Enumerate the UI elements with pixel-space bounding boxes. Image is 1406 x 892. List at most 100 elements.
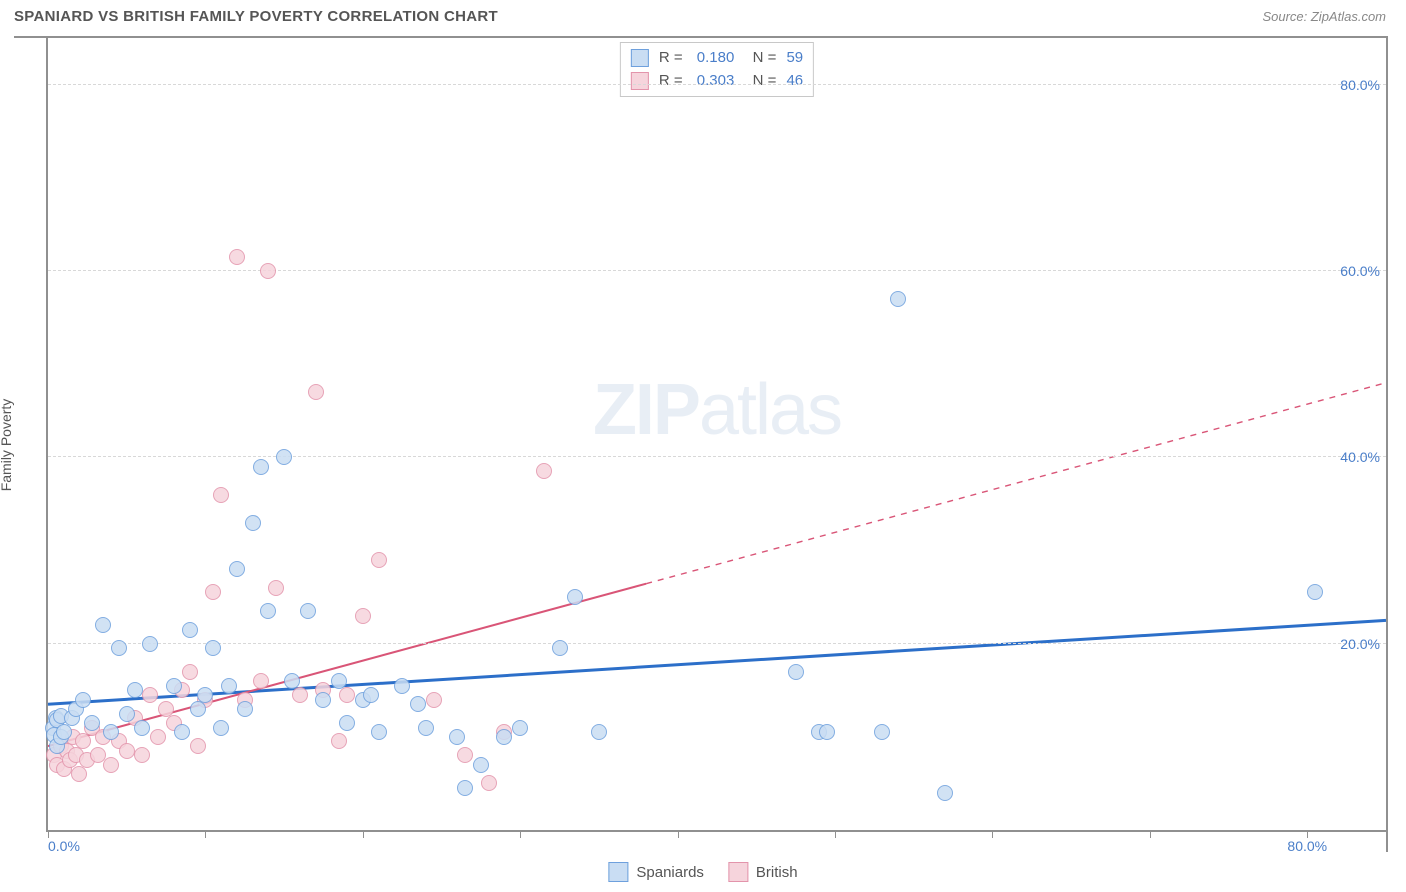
scatter-point — [127, 682, 143, 698]
scatter-point — [331, 733, 347, 749]
scatter-point — [190, 738, 206, 754]
x-tick-label: 0.0% — [48, 838, 80, 854]
stats-legend-row: R = 0.180 N =59 — [631, 47, 803, 70]
r-value: 0.303 — [697, 70, 735, 93]
source-attribution: Source: ZipAtlas.com — [1262, 9, 1386, 24]
legend-label: Spaniards — [636, 864, 704, 881]
x-tick — [1307, 830, 1308, 838]
y-tick-label: 60.0% — [1340, 263, 1380, 279]
gridline — [48, 643, 1386, 644]
legend-item: British — [728, 862, 798, 882]
scatter-point — [292, 687, 308, 703]
scatter-point — [166, 678, 182, 694]
scatter-point — [937, 785, 953, 801]
x-tick — [835, 830, 836, 838]
scatter-point — [260, 263, 276, 279]
scatter-point — [874, 724, 890, 740]
scatter-point — [284, 673, 300, 689]
scatter-point — [221, 678, 237, 694]
scatter-point — [75, 733, 91, 749]
scatter-point — [890, 291, 906, 307]
stats-legend: R = 0.180 N =59R = 0.303 N =46 — [620, 42, 814, 97]
legend-swatch — [631, 72, 649, 90]
series-legend: Spaniards British — [608, 862, 797, 882]
scatter-point — [457, 747, 473, 763]
chart-container: Family Poverty ZIPatlas R = 0.180 N =59R… — [14, 36, 1388, 852]
n-value: 59 — [786, 47, 803, 70]
scatter-point — [142, 636, 158, 652]
scatter-point — [182, 622, 198, 638]
scatter-point — [339, 687, 355, 703]
scatter-point — [75, 692, 91, 708]
scatter-point — [308, 384, 324, 400]
scatter-point — [84, 715, 100, 731]
scatter-point — [119, 743, 135, 759]
n-value: 46 — [786, 70, 803, 93]
x-tick — [205, 830, 206, 838]
scatter-point — [394, 678, 410, 694]
scatter-point — [819, 724, 835, 740]
gridline — [48, 84, 1386, 85]
scatter-point — [552, 640, 568, 656]
scatter-point — [103, 724, 119, 740]
scatter-point — [229, 561, 245, 577]
scatter-point — [418, 720, 434, 736]
scatter-point — [567, 589, 583, 605]
scatter-point — [182, 664, 198, 680]
scatter-point — [260, 603, 276, 619]
scatter-point — [300, 603, 316, 619]
scatter-point — [276, 449, 292, 465]
scatter-point — [253, 459, 269, 475]
scatter-point — [103, 757, 119, 773]
scatter-point — [150, 729, 166, 745]
scatter-point — [410, 696, 426, 712]
scatter-point — [174, 724, 190, 740]
scatter-point — [190, 701, 206, 717]
scatter-point — [591, 724, 607, 740]
x-tick — [363, 830, 364, 838]
y-tick-label: 40.0% — [1340, 449, 1380, 465]
scatter-point — [197, 687, 213, 703]
scatter-point — [213, 720, 229, 736]
scatter-point — [426, 692, 442, 708]
scatter-point — [119, 706, 135, 722]
x-tick — [48, 830, 49, 838]
scatter-point — [536, 463, 552, 479]
scatter-point — [205, 584, 221, 600]
scatter-point — [363, 687, 379, 703]
scatter-point — [71, 766, 87, 782]
scatter-point — [473, 757, 489, 773]
scatter-point — [371, 552, 387, 568]
y-tick-label: 20.0% — [1340, 636, 1380, 652]
scatter-point — [56, 724, 72, 740]
scatter-point — [268, 580, 284, 596]
x-tick — [992, 830, 993, 838]
scatter-point — [213, 487, 229, 503]
plot-area: ZIPatlas R = 0.180 N =59R = 0.303 N =46 … — [46, 38, 1386, 832]
scatter-point — [331, 673, 347, 689]
scatter-point — [253, 673, 269, 689]
scatter-point — [1307, 584, 1323, 600]
legend-swatch — [608, 862, 628, 882]
x-tick — [1150, 830, 1151, 838]
scatter-point — [355, 608, 371, 624]
x-tick — [678, 830, 679, 838]
chart-title: SPANIARD VS BRITISH FAMILY POVERTY CORRE… — [14, 8, 498, 25]
scatter-point — [496, 729, 512, 745]
legend-item: Spaniards — [608, 862, 704, 882]
scatter-point — [457, 780, 473, 796]
scatter-point — [134, 720, 150, 736]
scatter-point — [788, 664, 804, 680]
gridline — [48, 456, 1386, 457]
stats-legend-row: R = 0.303 N =46 — [631, 70, 803, 93]
scatter-point — [339, 715, 355, 731]
scatter-point — [371, 724, 387, 740]
scatter-point — [449, 729, 465, 745]
scatter-point — [229, 249, 245, 265]
scatter-point — [95, 617, 111, 633]
scatter-point — [481, 775, 497, 791]
scatter-point — [315, 692, 331, 708]
scatter-point — [245, 515, 261, 531]
y-tick-label: 80.0% — [1340, 77, 1380, 93]
scatter-point — [237, 701, 253, 717]
